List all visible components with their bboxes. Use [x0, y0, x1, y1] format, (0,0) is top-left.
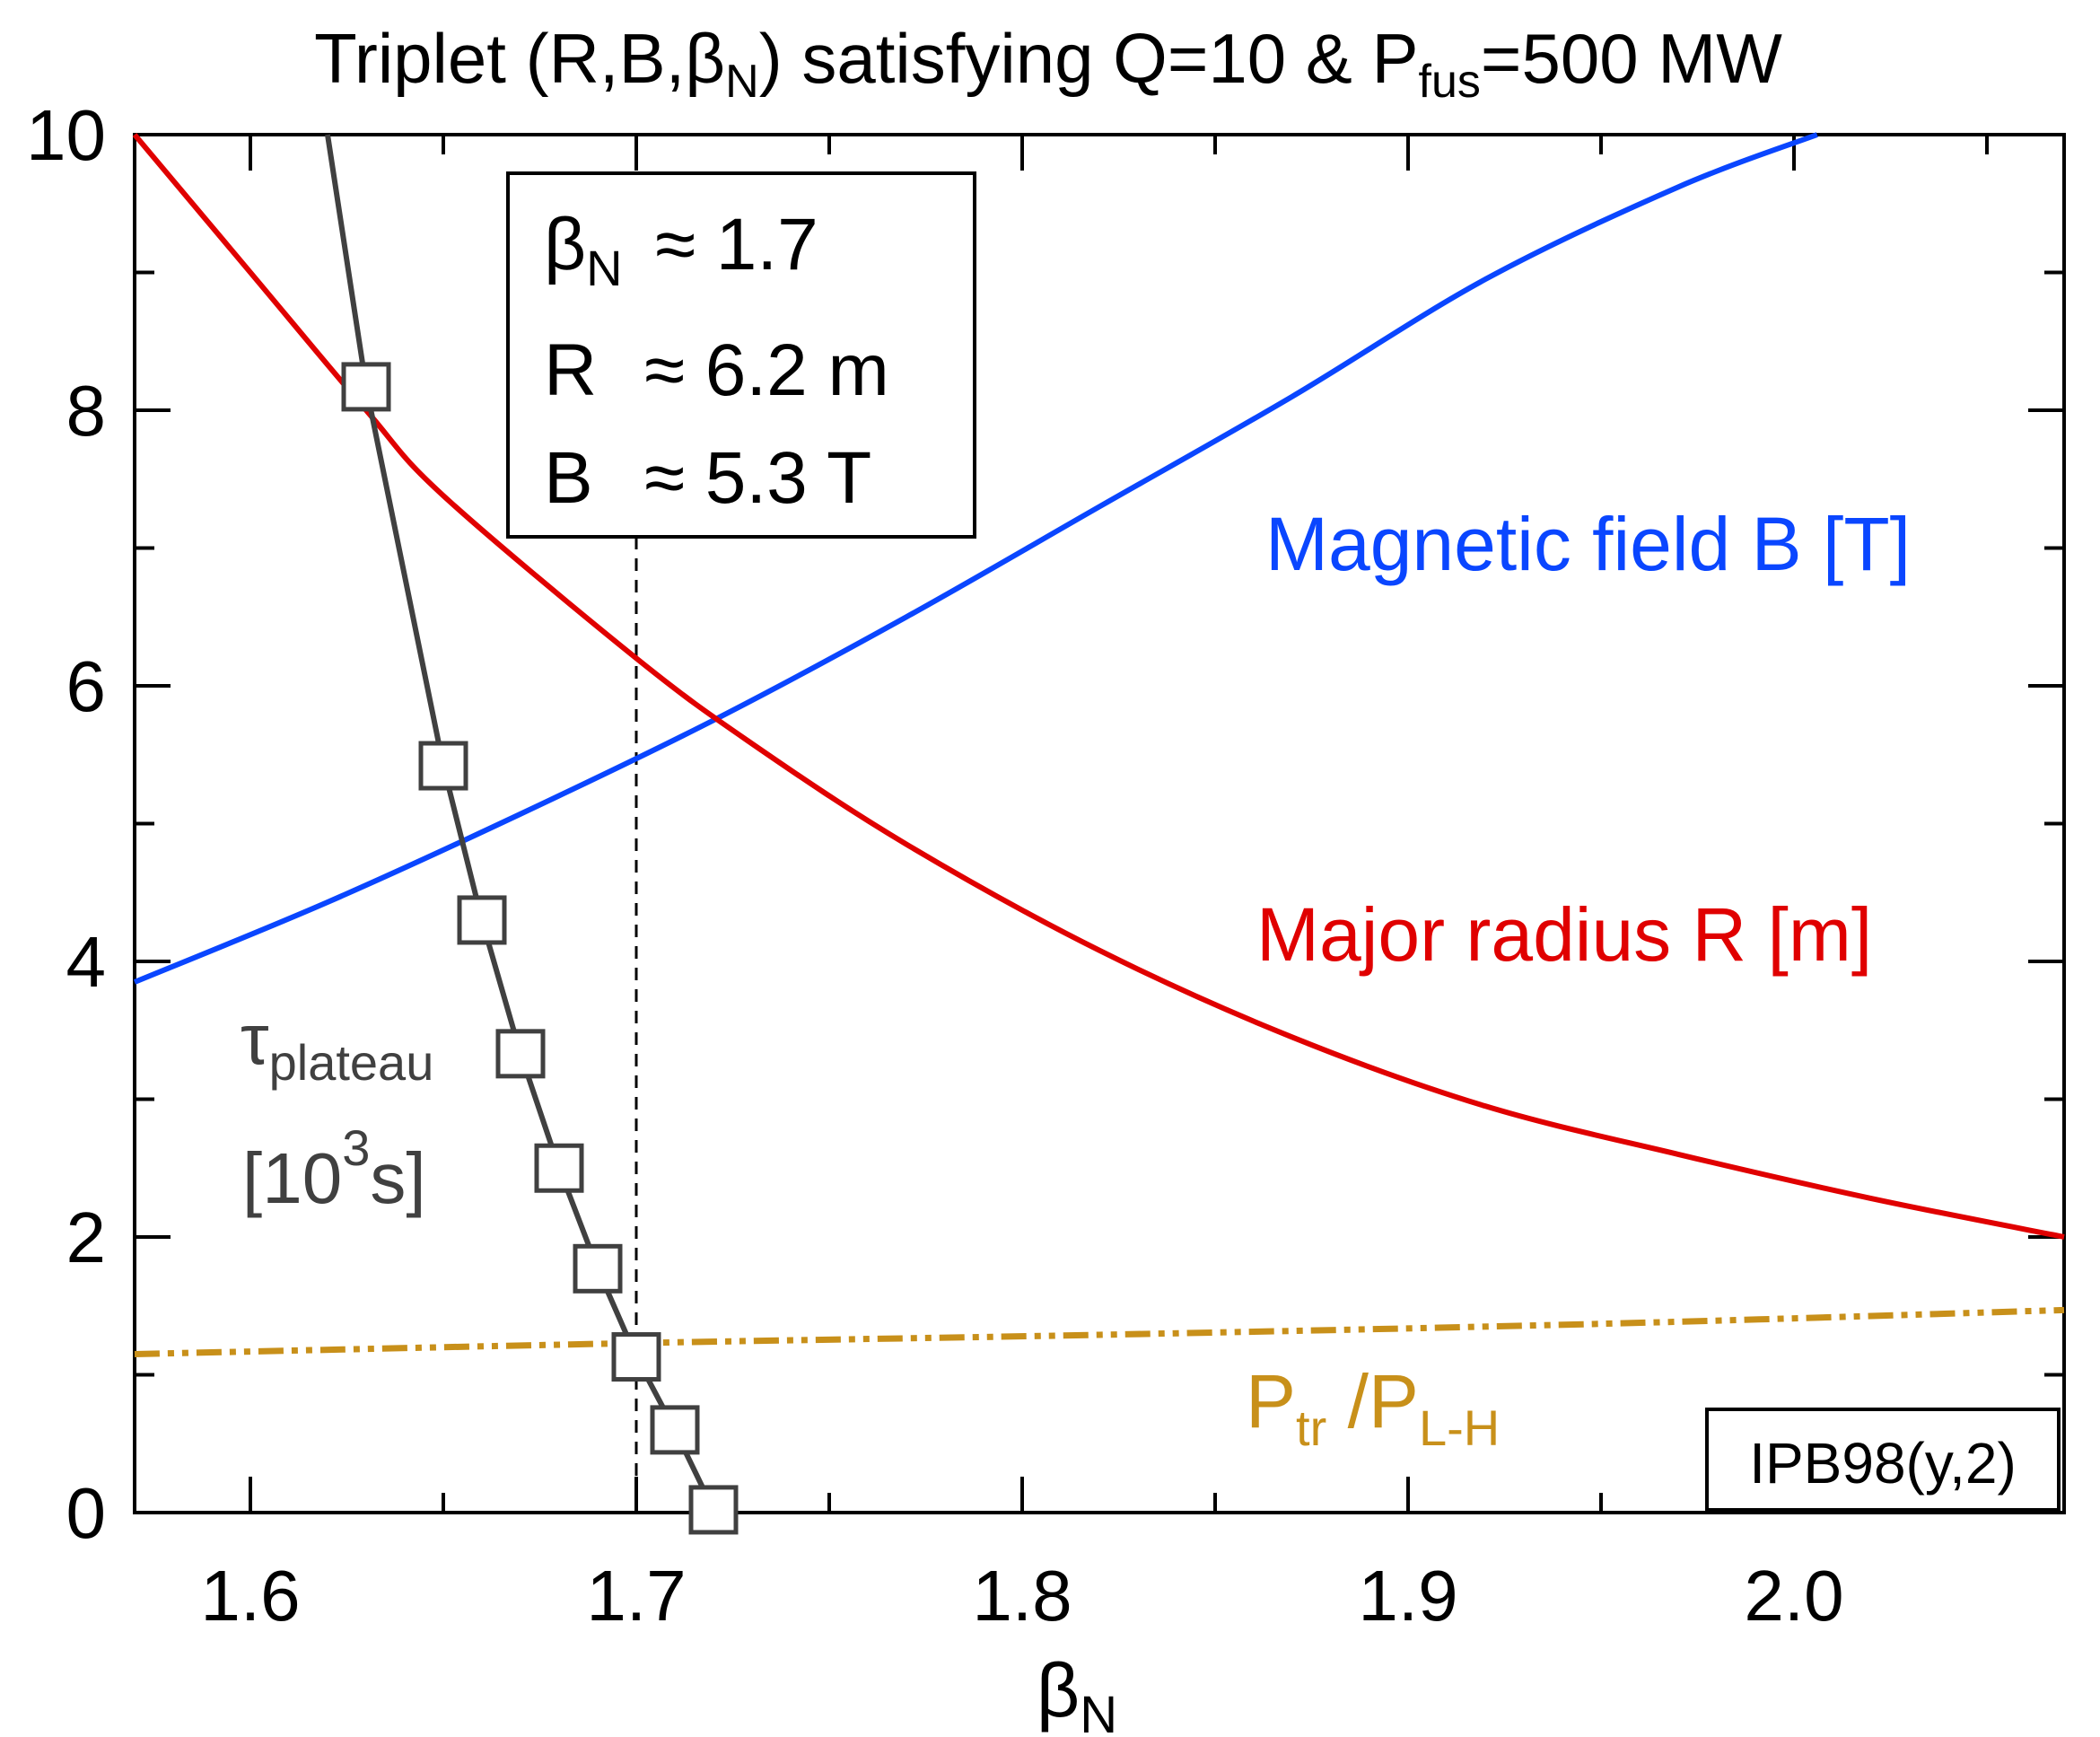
result-R-sym: R — [544, 329, 597, 411]
tau-marker — [418, 741, 468, 791]
series-line-Ptr — [134, 1306, 2065, 1357]
title-prefix: Triplet (R,B, — [314, 19, 685, 98]
result-beta-sym: β — [544, 204, 586, 285]
tau-marker — [611, 1332, 661, 1382]
x-tick-label: 1.9 — [1358, 1556, 1457, 1636]
label-Ptr-mid: /P — [1326, 1359, 1419, 1443]
label-Ptr: Ptr /PL-H — [1246, 1359, 1500, 1456]
y-tick-label: 8 — [66, 371, 107, 451]
result-R-text: ≈ 6.2 m — [644, 329, 889, 411]
series-markers-tau — [341, 362, 739, 1535]
x-tick-label: 1.7 — [586, 1556, 686, 1636]
scaling-box — [1705, 1408, 2061, 1512]
result-beta-sub: N — [586, 240, 622, 296]
title-p-sub: fus — [1419, 56, 1481, 108]
tau-marker — [457, 895, 507, 945]
result-line-beta: βN ≈ 1.7 — [544, 204, 818, 296]
y-tick-label: 2 — [66, 1197, 107, 1277]
tau-marker — [650, 1405, 700, 1455]
label-tau-sym: τ — [241, 999, 269, 1079]
x-tick-label: 2.0 — [1744, 1556, 1843, 1636]
x-axis-label-main: β — [1037, 1648, 1080, 1733]
title-middle: ) satisfying Q=10 & P — [759, 19, 1419, 98]
y-tick-label: 6 — [66, 646, 107, 726]
x-axis-label-sub: N — [1080, 1686, 1117, 1737]
axis-ticks — [135, 133, 2064, 1514]
label-R: Major radius R [m] — [1256, 892, 1872, 977]
label-tau-1: τplateau — [241, 999, 433, 1091]
series-line-tau — [325, 134, 716, 1512]
y-tick-label: 4 — [66, 922, 107, 1002]
y-tick-label: 0 — [66, 1473, 107, 1553]
label-B: Magnetic field B [T] — [1265, 502, 1911, 586]
result-B-text: ≈ 5.3 T — [644, 437, 871, 519]
result-line-B: B ≈ 5.3 T — [544, 437, 871, 519]
title-beta-sub: N — [725, 56, 759, 108]
chart-title: Triplet (R,B,βN) satisfying Q=10 & Pfus=… — [314, 19, 1782, 108]
x-axis-label: βN — [1037, 1648, 1117, 1737]
x-tick-label: 1.8 — [972, 1556, 1072, 1636]
label-tau-sub: plateau — [269, 1034, 434, 1091]
tau-marker — [341, 362, 391, 412]
result-B-sym: B — [544, 437, 593, 519]
tau-marker — [573, 1243, 623, 1294]
scaling-label: IPB98(y,2) — [1749, 1431, 2017, 1496]
axis-tick-labels: 1.6 1.7 1.8 1.9 2.0 0 2 4 6 8 10 — [26, 95, 1844, 1636]
title-beta: β — [685, 19, 725, 98]
tau-marker — [688, 1485, 739, 1535]
label-tau-sup: 3 — [342, 1119, 370, 1176]
tau-marker — [534, 1143, 584, 1193]
x-tick-label: 1.6 — [200, 1556, 300, 1636]
result-box — [506, 171, 976, 539]
label-Ptr-s1: tr — [1296, 1399, 1326, 1456]
title-suffix: =500 MW — [1481, 19, 1782, 98]
result-line-R: R ≈ 6.2 m — [544, 329, 889, 411]
label-tau-l2b: s] — [370, 1138, 425, 1218]
y-tick-label: 10 — [26, 95, 106, 175]
label-tau-l2a: [10 — [242, 1138, 342, 1218]
result-beta-text: ≈ 1.7 — [655, 204, 818, 285]
label-Ptr-p1: P — [1246, 1359, 1296, 1443]
series-line-B — [133, 132, 1818, 985]
tau-marker — [495, 1029, 546, 1079]
label-Ptr-s2: L-H — [1419, 1399, 1500, 1456]
label-tau-2: [103s] — [242, 1119, 426, 1218]
plot-frame — [133, 133, 2066, 1514]
